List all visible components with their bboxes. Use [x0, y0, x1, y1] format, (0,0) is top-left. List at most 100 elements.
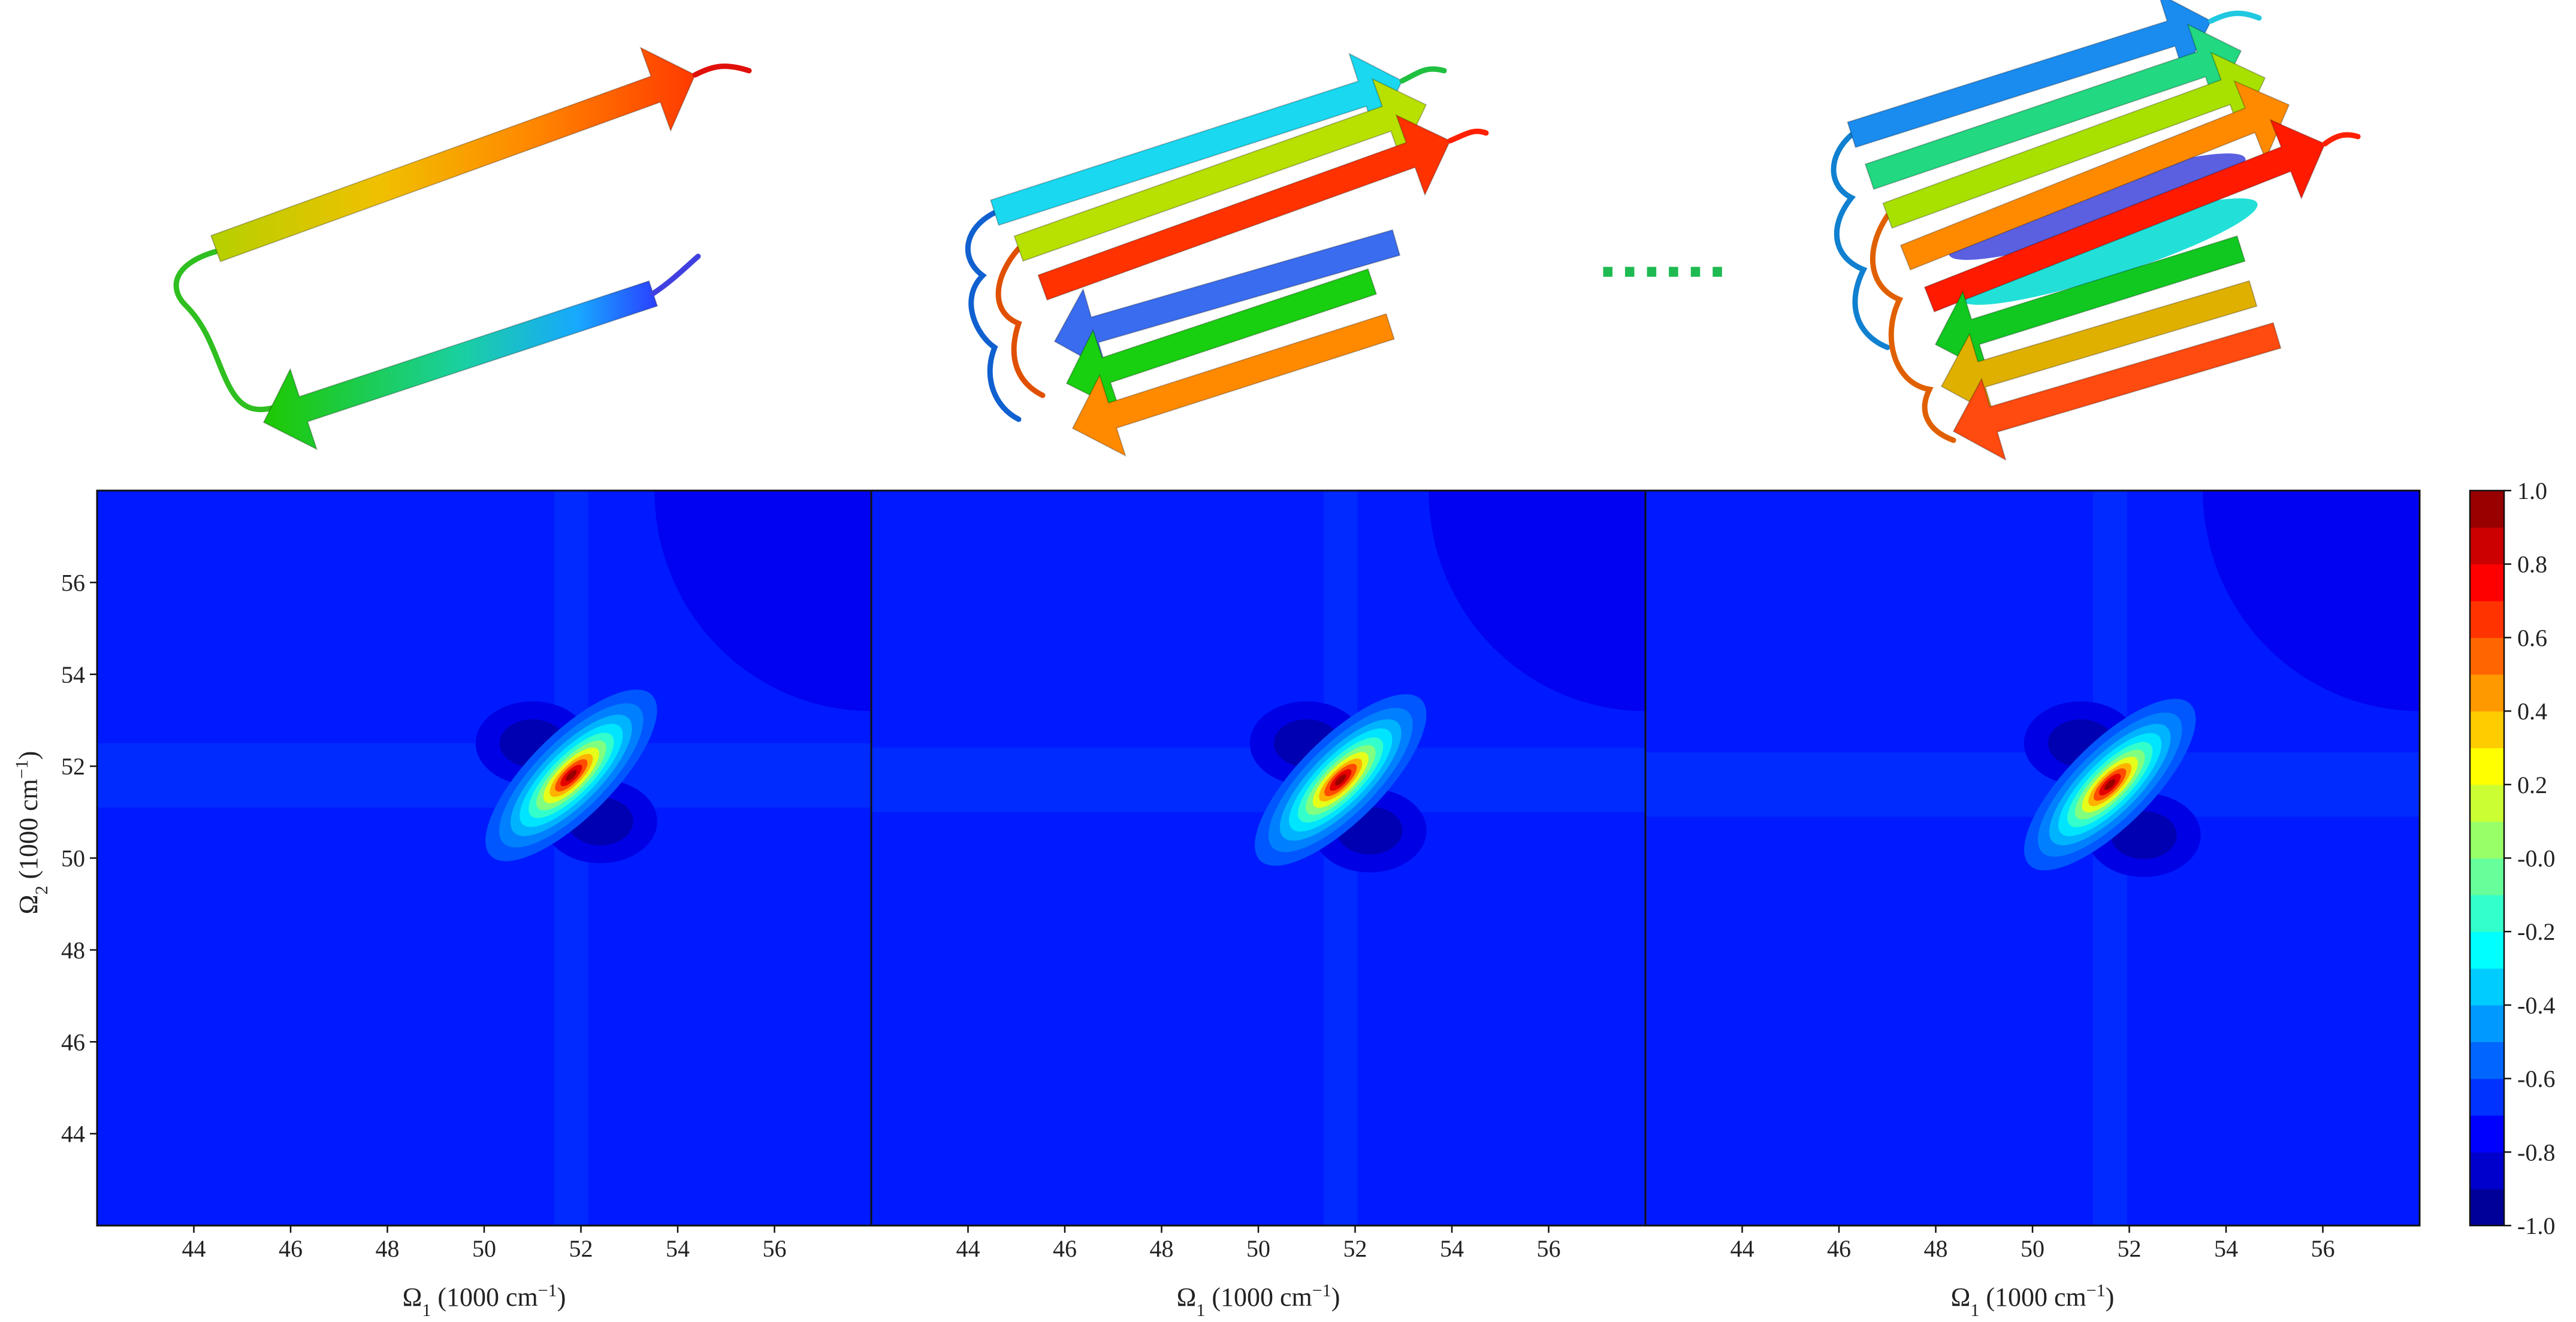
colorbar-tick-label: 0.8	[2517, 551, 2547, 578]
beta-strand	[210, 46, 696, 262]
y-axis-label: Ω2 (1000 cm−1)	[12, 751, 52, 915]
beta-strand	[1923, 119, 2326, 313]
loop-coil	[1870, 213, 1956, 443]
colorbar-tick-label: 0.2	[2517, 772, 2547, 798]
y-tick-label: 52	[61, 753, 85, 780]
beta-strand	[1847, 0, 2212, 149]
y-tick-label: 46	[61, 1028, 85, 1055]
positive-diagonal-peak	[485, 689, 657, 861]
x-tick-label: 56	[1537, 1235, 1561, 1262]
loop-coil	[1831, 132, 1891, 350]
colorbar-tick-label: -0.8	[2517, 1139, 2555, 1166]
beta-strand	[1013, 77, 1427, 262]
colorbar-band	[2470, 711, 2504, 749]
beta-sheet-stack-large	[1831, 0, 2361, 461]
peak-contour	[1335, 774, 1346, 786]
x-tick-label: 46	[1827, 1235, 1851, 1262]
x-tick-label: 52	[569, 1235, 593, 1262]
colorbar-band	[2470, 564, 2504, 601]
beta-hairpin-monomer	[173, 46, 752, 450]
colorbar-band	[2470, 1115, 2504, 1152]
colorbar-tick-label: -0.4	[2517, 992, 2555, 1019]
positive-diagonal-peak	[1255, 694, 1427, 866]
colorbar-band	[2470, 821, 2504, 859]
loop-coil	[650, 253, 701, 297]
heatmap-panel-1: 44 46 48 50 52 54 56 44 46 48 50 52 54 56	[61, 489, 872, 1262]
colorbar-band	[2470, 601, 2504, 638]
corner-region-top-right	[654, 491, 871, 711]
x-tick-label: 50	[2021, 1235, 2045, 1262]
x-tick-label: 44	[182, 1235, 206, 1262]
colorbar-band	[2470, 637, 2504, 675]
beta-strand	[1940, 280, 2258, 416]
structure-illustrations	[173, 0, 2361, 461]
colorbar-band	[2470, 527, 2504, 565]
beta-sheet-stack-medium	[965, 52, 1489, 457]
heatmap-panel-3: 44 46 48 50 52 54 56	[1644, 489, 2421, 1262]
beta-strand	[1882, 51, 2266, 229]
y-tick-label: 56	[61, 569, 85, 596]
colorbar-tick-label: 0.6	[2517, 624, 2547, 651]
colorbar-tick-label: -1.0	[2517, 1212, 2555, 1239]
corner-region-top-right	[1429, 491, 1645, 711]
loop-coil	[1399, 66, 1447, 84]
x-tick-label: 52	[1343, 1235, 1367, 1262]
beta-strand-back	[1961, 198, 2258, 305]
beta-strand	[1899, 80, 2290, 271]
colorbar-band	[2470, 1188, 2504, 1226]
x-tick-label: 54	[666, 1235, 690, 1262]
loop-coil	[173, 249, 279, 413]
heatmap-panels: 44 46 48 50 52 54 56 44 46 48 50 52 54 56 44 46 48 50 52 54…	[61, 489, 2421, 1262]
colorbar: 1.0 0.8 0.6 0.4 0.2 -0.0 -0.2 -0.4 -0.6 -0.8 -1.0	[2469, 477, 2555, 1239]
colorbar-band	[2470, 1005, 2504, 1042]
colorbar-tick-label: -0.0	[2517, 845, 2555, 872]
x-tick-label: 46	[279, 1235, 303, 1262]
x-tick-label: 46	[1053, 1235, 1077, 1262]
x-tick-label: 52	[2118, 1235, 2142, 1262]
colorbar-band	[2470, 968, 2504, 1006]
beta-strand	[989, 52, 1403, 226]
x-tick-label: 48	[1150, 1235, 1174, 1262]
x-axis-label-2: Ω1 (1000 cm−1)	[1177, 1281, 1340, 1320]
colorbar-tick-label: -0.2	[2517, 918, 2555, 945]
colorbar-band	[2470, 491, 2504, 528]
x-tick-label: 44	[1731, 1235, 1754, 1262]
corner-region-top-right	[2203, 491, 2420, 711]
peak-contour	[566, 770, 577, 781]
x-axis-label-1: Ω1 (1000 cm−1)	[403, 1281, 566, 1320]
positive-diagonal-peak	[2024, 698, 2196, 870]
beta-strand	[1864, 23, 2242, 190]
colorbar-band	[2470, 858, 2504, 896]
x-tick-label: 54	[1440, 1235, 1464, 1262]
heatmap-panel-2: 44 46 48 50 52 54 56	[870, 489, 1647, 1262]
x-tick-label: 44	[956, 1235, 980, 1262]
y-tick-label: 44	[61, 1121, 85, 1148]
ellipsis-separator: ......	[1599, 217, 1730, 291]
loop-coil	[2322, 132, 2361, 147]
beta-strand	[262, 280, 659, 450]
colorbar-band	[2470, 748, 2504, 785]
beta-strand-back	[1949, 153, 2246, 260]
x-tick-label: 50	[1246, 1235, 1270, 1262]
loop-coil	[965, 210, 1022, 422]
colorbar-tick-label: 1.0	[2517, 477, 2547, 504]
x-axis-label-3: Ω1 (1000 cm−1)	[1951, 1281, 2115, 1320]
x-tick-label: 48	[1924, 1235, 1948, 1262]
colorbar-band	[2470, 894, 2504, 932]
y-tick-label: 50	[61, 845, 85, 872]
colorbar-band	[2470, 784, 2504, 822]
colorbar-band	[2470, 931, 2504, 969]
x-tick-label: 56	[2311, 1235, 2335, 1262]
y-tick-label: 48	[61, 937, 85, 964]
colorbar-band	[2470, 1078, 2504, 1116]
x-tick-label: 54	[2214, 1235, 2238, 1262]
beta-strand	[1071, 313, 1395, 457]
peak-contour	[2104, 779, 2116, 790]
y-tick-label: 54	[61, 661, 85, 688]
x-tick-label: 50	[472, 1235, 496, 1262]
beta-strand	[1037, 114, 1451, 301]
x-tick-label: 48	[376, 1235, 400, 1262]
x-tick-label: 56	[763, 1235, 787, 1262]
colorbar-tick-label: 0.4	[2517, 698, 2547, 725]
